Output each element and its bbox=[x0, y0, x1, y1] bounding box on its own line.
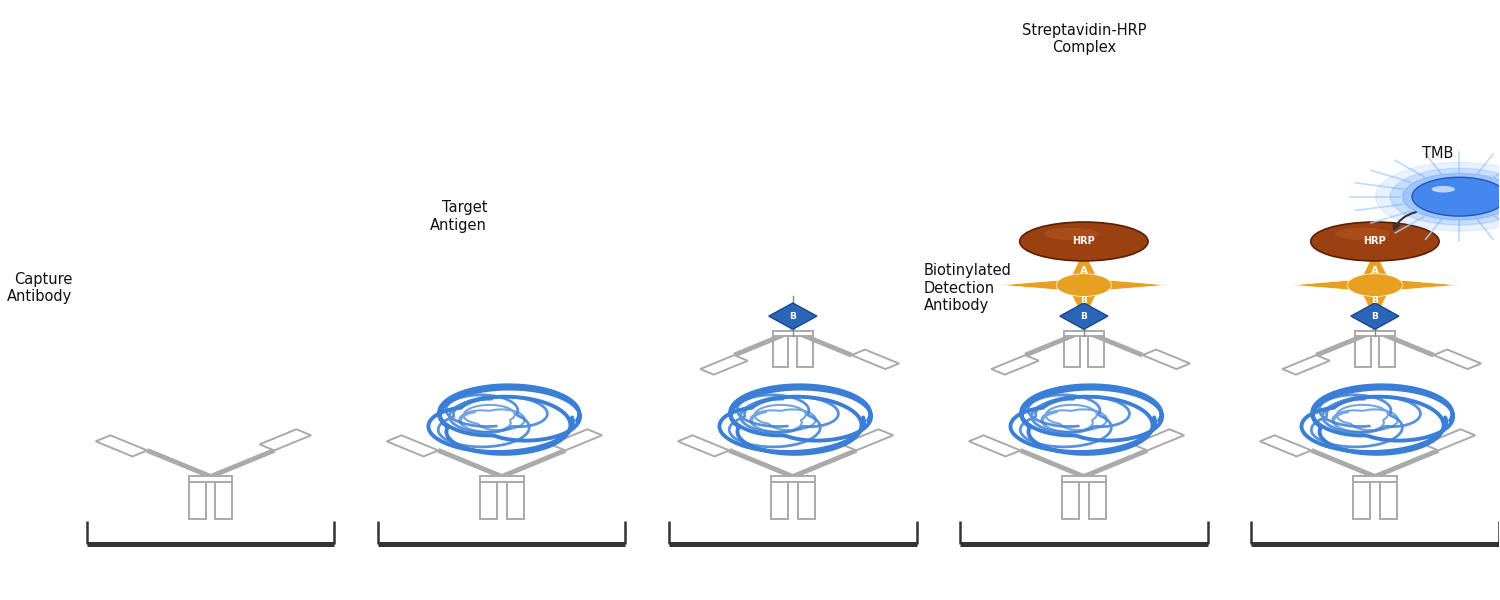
Polygon shape bbox=[1376, 278, 1460, 292]
FancyBboxPatch shape bbox=[1062, 476, 1106, 482]
FancyBboxPatch shape bbox=[1380, 482, 1396, 519]
Polygon shape bbox=[1084, 278, 1168, 292]
FancyBboxPatch shape bbox=[771, 482, 788, 519]
Polygon shape bbox=[1060, 303, 1108, 329]
FancyBboxPatch shape bbox=[1380, 337, 1395, 367]
Polygon shape bbox=[1358, 285, 1392, 320]
Text: A: A bbox=[1080, 266, 1088, 276]
Circle shape bbox=[1412, 177, 1500, 216]
Text: HRP: HRP bbox=[1364, 236, 1386, 247]
Polygon shape bbox=[1143, 350, 1190, 369]
Polygon shape bbox=[1260, 436, 1311, 457]
Polygon shape bbox=[1358, 251, 1392, 285]
Text: Target
Antigen: Target Antigen bbox=[430, 200, 488, 233]
Polygon shape bbox=[842, 429, 892, 451]
Circle shape bbox=[1390, 169, 1500, 225]
Polygon shape bbox=[770, 303, 818, 329]
FancyBboxPatch shape bbox=[1353, 476, 1396, 482]
Polygon shape bbox=[1292, 278, 1376, 292]
Polygon shape bbox=[1282, 355, 1330, 374]
Ellipse shape bbox=[1311, 222, 1438, 261]
Polygon shape bbox=[1132, 429, 1184, 451]
Polygon shape bbox=[1352, 303, 1400, 329]
FancyBboxPatch shape bbox=[1088, 337, 1104, 367]
FancyBboxPatch shape bbox=[507, 482, 524, 519]
FancyBboxPatch shape bbox=[1062, 482, 1078, 519]
Polygon shape bbox=[550, 429, 602, 451]
Polygon shape bbox=[852, 350, 898, 369]
FancyBboxPatch shape bbox=[798, 482, 814, 519]
Text: B: B bbox=[789, 311, 796, 320]
Ellipse shape bbox=[1335, 227, 1390, 240]
Text: B: B bbox=[1080, 296, 1088, 305]
Polygon shape bbox=[1000, 278, 1084, 292]
Circle shape bbox=[1376, 163, 1500, 231]
FancyBboxPatch shape bbox=[480, 476, 524, 482]
Text: Streptavidin-HRP
Complex: Streptavidin-HRP Complex bbox=[1022, 23, 1146, 55]
FancyBboxPatch shape bbox=[216, 482, 232, 519]
FancyBboxPatch shape bbox=[1089, 482, 1106, 519]
Text: Capture
Antibody: Capture Antibody bbox=[8, 272, 72, 304]
Text: HRP: HRP bbox=[1072, 236, 1095, 247]
FancyBboxPatch shape bbox=[1354, 331, 1395, 337]
Polygon shape bbox=[96, 436, 147, 457]
Text: B: B bbox=[1371, 311, 1378, 320]
Polygon shape bbox=[678, 436, 729, 457]
Text: B: B bbox=[1080, 311, 1088, 320]
FancyBboxPatch shape bbox=[771, 476, 814, 482]
FancyBboxPatch shape bbox=[189, 476, 232, 482]
FancyBboxPatch shape bbox=[1353, 482, 1370, 519]
Polygon shape bbox=[969, 436, 1020, 457]
Polygon shape bbox=[387, 436, 438, 457]
FancyBboxPatch shape bbox=[1354, 337, 1371, 367]
Text: B: B bbox=[1371, 296, 1378, 305]
FancyBboxPatch shape bbox=[796, 337, 813, 367]
FancyBboxPatch shape bbox=[772, 337, 789, 367]
FancyBboxPatch shape bbox=[1064, 337, 1080, 367]
Ellipse shape bbox=[1431, 186, 1455, 193]
Text: TMB: TMB bbox=[1422, 146, 1454, 161]
Circle shape bbox=[1056, 274, 1112, 296]
Polygon shape bbox=[1424, 429, 1474, 451]
Circle shape bbox=[1402, 173, 1500, 220]
FancyBboxPatch shape bbox=[480, 482, 496, 519]
Polygon shape bbox=[992, 355, 1039, 374]
Text: A: A bbox=[1371, 266, 1378, 276]
Polygon shape bbox=[1066, 285, 1101, 320]
Text: Biotinylated
Detection
Antibody: Biotinylated Detection Antibody bbox=[924, 263, 1011, 313]
Polygon shape bbox=[1434, 350, 1480, 369]
Polygon shape bbox=[260, 429, 310, 451]
Ellipse shape bbox=[1044, 227, 1100, 240]
Circle shape bbox=[1347, 274, 1402, 296]
Ellipse shape bbox=[1020, 222, 1148, 261]
FancyBboxPatch shape bbox=[772, 331, 813, 337]
FancyBboxPatch shape bbox=[1064, 331, 1104, 337]
Polygon shape bbox=[700, 355, 748, 374]
FancyBboxPatch shape bbox=[189, 482, 206, 519]
Polygon shape bbox=[1066, 251, 1101, 285]
